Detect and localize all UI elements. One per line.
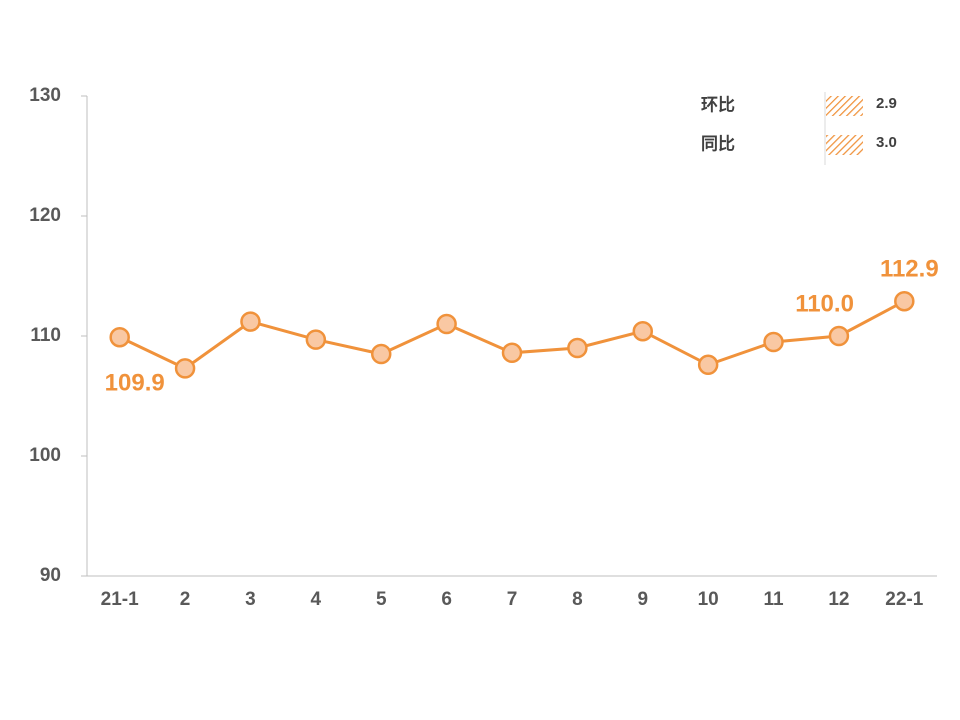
annotation-swatch <box>826 96 863 116</box>
y-tick-label: 130 <box>29 85 61 106</box>
x-tick-label: 3 <box>245 589 256 610</box>
x-tick-label: 4 <box>311 589 322 610</box>
x-tick-label: 2 <box>180 589 191 610</box>
marker <box>240 311 261 332</box>
x-tick-label: 9 <box>637 589 648 610</box>
annotation-value: 3.0 <box>876 134 897 151</box>
x-tick-label: 10 <box>698 589 719 610</box>
marker <box>174 358 196 379</box>
x-tick-label: 22-1 <box>885 589 923 610</box>
annotation-label: 环比 <box>701 94 735 114</box>
marker <box>501 342 523 364</box>
marker <box>305 329 327 350</box>
marker <box>370 343 392 365</box>
y-tick-label: 100 <box>29 445 61 466</box>
y-tick-label: 120 <box>29 205 61 226</box>
annotation-swatch <box>826 135 863 155</box>
value-label: 109.9 <box>105 370 165 397</box>
marker <box>436 313 457 335</box>
annotation-value: 2.9 <box>876 95 897 112</box>
marker <box>567 337 588 359</box>
y-tick-label: 110 <box>30 325 61 346</box>
marker <box>697 354 719 376</box>
value-label: 110.0 <box>795 290 854 317</box>
x-tick-label: 5 <box>376 589 387 610</box>
value-label: 112.9 <box>880 256 939 283</box>
marker <box>763 331 784 353</box>
annotation-label: 同比 <box>701 133 735 153</box>
x-tick-label: 11 <box>763 589 784 610</box>
y-tick-label: 90 <box>40 565 61 586</box>
x-tick-label: 21-1 <box>101 589 139 610</box>
marker <box>894 290 915 312</box>
x-tick-label: 7 <box>507 589 518 610</box>
x-tick-label: 6 <box>441 589 452 610</box>
marker <box>109 326 130 348</box>
marker <box>828 325 850 347</box>
marker <box>632 320 654 342</box>
x-tick-label: 8 <box>572 589 583 610</box>
x-tick-label: 12 <box>828 589 849 610</box>
